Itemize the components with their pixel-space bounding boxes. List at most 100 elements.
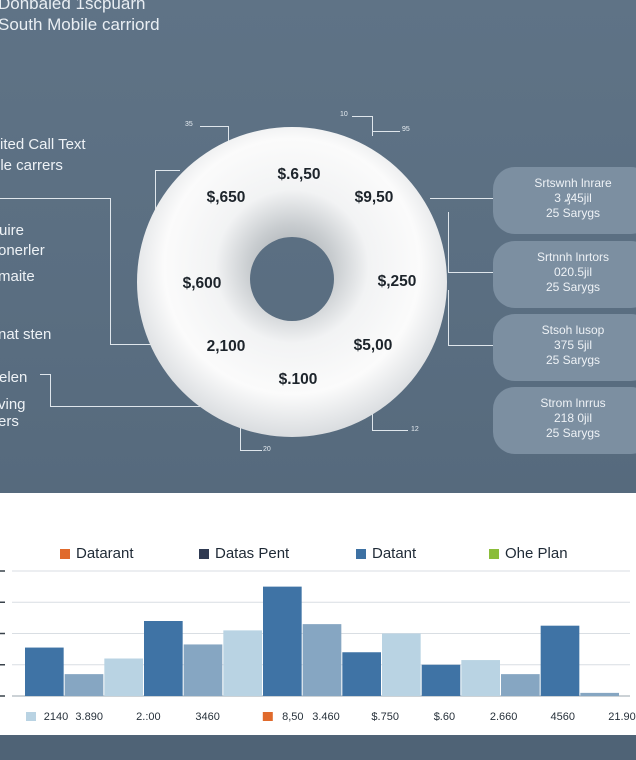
bar xyxy=(501,674,540,696)
left-label: ited Call Text xyxy=(0,136,86,153)
donut-label: $,600 xyxy=(182,275,222,292)
callout-line xyxy=(448,212,449,272)
x-tick-label: 21.90 xyxy=(608,711,636,723)
callout-line xyxy=(110,344,160,345)
pill-title: Strom lnrrus xyxy=(540,396,606,410)
callout-line xyxy=(240,450,262,451)
callout-line xyxy=(155,170,180,171)
donut-svg xyxy=(137,127,447,437)
chart-legend: Datarant Datas Pent Datant Ohe Plan xyxy=(0,545,636,565)
donut-label: $,650 xyxy=(206,189,246,206)
pill-value: 3 ₰45jil xyxy=(554,191,592,205)
bar xyxy=(104,658,143,696)
left-label: elen xyxy=(0,369,28,386)
info-pill: Strom lnrrus 218 0jil 25 Sarygs xyxy=(493,387,636,454)
pill-value: 218 0jil xyxy=(553,411,593,425)
bar xyxy=(64,674,104,696)
x-tick-label: 2.660 xyxy=(490,711,518,723)
x-tick-label: 2.:00 xyxy=(136,711,160,723)
callout-number: 12 xyxy=(411,426,419,433)
header-title-line-2: South Mobile carriord xyxy=(0,15,160,34)
x-label-marker xyxy=(26,712,36,721)
info-pill: Srtswnh lnrare 3 ₰45jil 25 Sarygs xyxy=(493,167,636,234)
bar xyxy=(263,586,302,696)
callout-line xyxy=(40,374,50,375)
x-tick-label: 3.460 xyxy=(312,711,340,723)
legend-swatch xyxy=(60,548,70,559)
bar xyxy=(144,621,183,696)
left-label: maite xyxy=(0,268,35,285)
bar-chart-svg: 2140 3.890 2.:00 3460 8,50 3.460 $.750 $.60 2.66… xyxy=(0,570,636,723)
callout-line xyxy=(448,290,449,345)
callout-line xyxy=(448,345,493,346)
donut-label: $,250 xyxy=(377,273,417,290)
donut-label: 2,100 xyxy=(206,338,246,355)
x-tick-label: 3460 xyxy=(195,711,219,723)
donut-label: $9,50 xyxy=(354,189,394,206)
legend-label: Datarant xyxy=(76,545,134,562)
left-label: onerler xyxy=(0,242,45,259)
left-label: ving xyxy=(0,396,26,413)
legend-swatch xyxy=(199,548,209,559)
header-title-line-1: Donbaled 1scpuarn xyxy=(0,0,146,13)
left-label: ile carrers xyxy=(0,157,63,174)
bar xyxy=(580,692,619,696)
bar xyxy=(183,644,223,696)
x-tick-label: 3.890 xyxy=(75,711,103,723)
callout-line xyxy=(155,170,156,210)
callout-line xyxy=(240,424,241,450)
bar xyxy=(421,664,461,696)
donut-chart: $.6,50 $9,50 $,250 $5,00 $.100 2,100 $,6… xyxy=(137,127,447,437)
callout-line xyxy=(372,408,373,430)
callout-line xyxy=(372,131,400,132)
callout-number: 10 xyxy=(340,111,348,118)
legend-label: Ohe Plan xyxy=(505,545,568,562)
pill-sub: 25 Sarygs xyxy=(545,206,601,220)
callout-line xyxy=(448,272,493,273)
bar xyxy=(461,660,500,696)
legend-label: Datant xyxy=(372,545,417,562)
x-tick-label: 2140 xyxy=(44,711,68,723)
pill-sub: 25 Sarygs xyxy=(545,426,601,440)
x-tick-label: 8,50 xyxy=(282,711,303,723)
pill-sub: 25 Sarygs xyxy=(545,280,601,294)
callout-line xyxy=(50,406,200,407)
legend-item: Ohe Plan xyxy=(489,545,568,562)
callout-number: 95 xyxy=(402,126,410,133)
bar-chart-panel: Datarant Datas Pent Datant Ohe Plan 2140… xyxy=(0,493,636,735)
bar xyxy=(382,633,421,696)
bar xyxy=(540,625,580,696)
legend-item: Datarant xyxy=(60,545,134,562)
legend-swatch xyxy=(356,548,366,559)
bar xyxy=(342,652,381,696)
left-label: ers xyxy=(0,413,19,430)
callout-number: 35 xyxy=(185,121,193,128)
info-pill: Stsoh lusop 375 5jil 25 Sarygs xyxy=(493,314,636,381)
callout-line xyxy=(430,198,493,199)
donut-label: $.6,50 xyxy=(277,166,321,183)
legend-swatch xyxy=(489,548,499,559)
left-label: nat sten xyxy=(0,326,52,343)
callout-line xyxy=(372,116,373,136)
bar xyxy=(25,647,64,696)
callout-number: 20 xyxy=(263,446,271,453)
bottom-strip xyxy=(0,735,636,760)
donut-ring xyxy=(137,127,447,437)
x-label-marker xyxy=(262,712,273,721)
pill-title: Srtnnh lnrtors xyxy=(536,250,610,264)
callout-line xyxy=(0,198,110,199)
x-tick-label: 4560 xyxy=(551,711,575,723)
legend-item: Datant xyxy=(356,545,416,562)
callout-line xyxy=(228,126,229,146)
top-panel: Donbaled 1scpuarn South Mobile carriord … xyxy=(0,0,636,493)
bar xyxy=(302,624,342,696)
callout-line xyxy=(200,126,228,127)
pill-sub: 25 Sarygs xyxy=(545,353,601,367)
x-tick-label: $.60 xyxy=(434,711,455,723)
callout-line xyxy=(352,116,372,117)
left-label: uire xyxy=(0,222,25,239)
pill-value: 020.5jil xyxy=(553,265,593,279)
x-tick-label: $.750 xyxy=(371,711,399,723)
legend-item: Datas Pent xyxy=(199,545,289,562)
legend-label: Datas Pent xyxy=(215,545,290,562)
